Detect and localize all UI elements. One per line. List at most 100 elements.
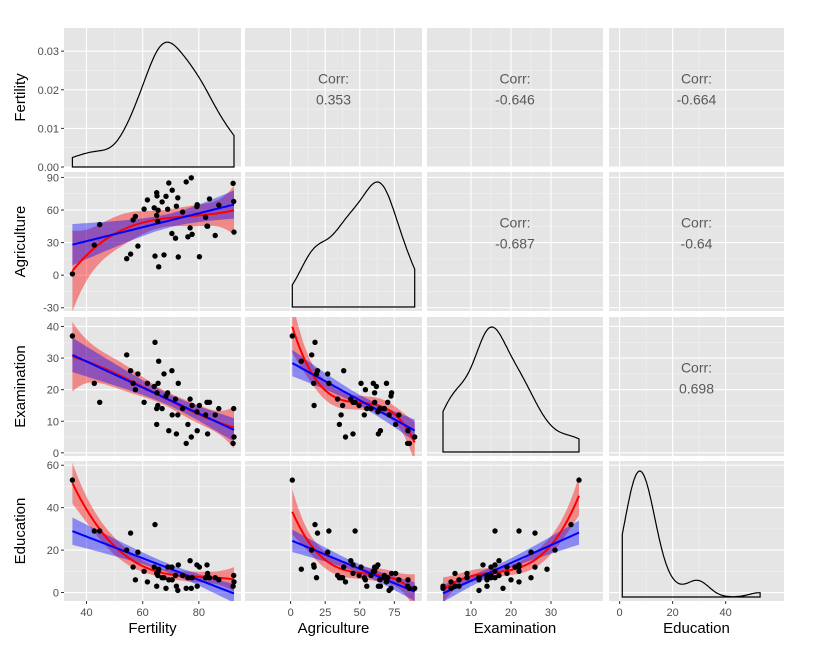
data-point bbox=[130, 380, 136, 386]
data-point bbox=[348, 558, 354, 564]
data-point bbox=[516, 562, 522, 568]
data-point bbox=[165, 564, 171, 570]
corr-label: Corr: bbox=[318, 71, 349, 87]
data-point bbox=[405, 577, 411, 583]
data-point bbox=[311, 402, 317, 409]
data-point bbox=[405, 428, 411, 434]
data-point bbox=[361, 412, 367, 418]
confidence-band-loess bbox=[72, 185, 234, 311]
data-point bbox=[204, 431, 211, 437]
x-tick-label: 10 bbox=[465, 607, 477, 619]
y-tick-label: 30 bbox=[47, 238, 59, 250]
data-point bbox=[484, 583, 490, 589]
panel-background bbox=[64, 28, 241, 167]
data-point bbox=[364, 405, 370, 412]
data-point bbox=[383, 579, 390, 585]
panel-examination-vs-education: Corr: 0.698 bbox=[609, 317, 784, 456]
data-point bbox=[169, 577, 175, 583]
data-point bbox=[212, 412, 218, 418]
data-point bbox=[154, 421, 160, 428]
data-point bbox=[135, 243, 141, 249]
data-point bbox=[512, 564, 518, 570]
density-curve-agriculture bbox=[291, 181, 416, 308]
data-point bbox=[492, 568, 498, 574]
data-point bbox=[368, 572, 374, 579]
data-point bbox=[169, 412, 175, 418]
x-tick-label: 40 bbox=[720, 607, 732, 619]
panel-education-vs-fertility bbox=[64, 461, 241, 601]
data-point bbox=[492, 562, 498, 568]
panel-examination-vs-examination bbox=[427, 317, 603, 456]
data-point bbox=[311, 562, 317, 568]
data-point bbox=[326, 380, 332, 386]
data-point bbox=[132, 387, 139, 393]
fit-line-loess bbox=[71, 209, 235, 272]
y-tick-label: 60 bbox=[47, 205, 59, 217]
axes-layer: 0.00 0.01 0.02 0.03 Fertility -30 0 30 60 90 Agric… bbox=[12, 46, 732, 637]
data-point bbox=[175, 254, 181, 260]
data-point bbox=[172, 235, 179, 241]
data-point bbox=[309, 547, 315, 553]
data-point bbox=[97, 528, 103, 534]
data-point bbox=[175, 562, 181, 568]
data-point bbox=[141, 568, 147, 574]
data-point bbox=[188, 175, 194, 181]
fit-line-linear bbox=[442, 531, 580, 595]
data-point bbox=[544, 566, 550, 572]
data-point bbox=[69, 271, 76, 277]
data-point bbox=[338, 412, 344, 418]
data-point bbox=[163, 193, 169, 199]
data-point bbox=[163, 393, 169, 399]
data-point bbox=[488, 564, 494, 570]
panel-education-vs-education bbox=[609, 461, 784, 601]
data-point bbox=[488, 575, 494, 581]
data-point bbox=[375, 562, 381, 568]
data-point bbox=[231, 434, 237, 440]
data-point bbox=[492, 528, 498, 534]
data-point bbox=[326, 528, 332, 534]
data-point bbox=[185, 234, 191, 240]
data-point bbox=[132, 213, 139, 220]
data-point bbox=[313, 575, 320, 581]
panel-examination-vs-agriculture bbox=[245, 317, 422, 456]
confidence-band-loess bbox=[292, 317, 415, 456]
y-axis-title-examination: Examination bbox=[12, 345, 29, 428]
corr-value-fertility-agriculture: 0.353 bbox=[316, 92, 351, 108]
data-point bbox=[231, 229, 237, 235]
data-point bbox=[372, 399, 378, 405]
x-tick-label: 0 bbox=[288, 607, 294, 619]
panel-background bbox=[427, 461, 603, 601]
corr-label: Corr: bbox=[681, 360, 712, 376]
data-point bbox=[124, 352, 130, 358]
data-point bbox=[154, 570, 160, 577]
panel-background bbox=[427, 172, 603, 311]
fit-line-linear bbox=[71, 354, 235, 431]
data-point bbox=[383, 380, 390, 386]
x-axis-title-agriculture: Agriculture bbox=[298, 620, 370, 637]
data-point bbox=[334, 572, 341, 579]
data-point bbox=[298, 566, 304, 572]
confidence-band-linear bbox=[72, 337, 235, 442]
y-tick-label: 0 bbox=[53, 448, 59, 460]
data-point bbox=[204, 570, 211, 577]
data-point bbox=[204, 562, 210, 568]
panel-agriculture-vs-agriculture bbox=[245, 172, 422, 311]
data-point bbox=[392, 570, 399, 577]
fit-line-linear bbox=[291, 362, 416, 432]
data-point bbox=[155, 207, 161, 213]
data-point bbox=[552, 547, 558, 553]
fit-line-linear bbox=[72, 203, 235, 246]
data-point bbox=[183, 440, 189, 447]
data-point bbox=[159, 405, 165, 412]
data-point bbox=[135, 371, 141, 377]
data-point bbox=[183, 179, 189, 185]
data-point bbox=[166, 180, 172, 186]
data-point bbox=[231, 198, 237, 205]
data-point bbox=[516, 528, 522, 534]
density-curve-education bbox=[621, 470, 761, 598]
x-tick-label: 25 bbox=[319, 607, 331, 619]
density-curve-fertility bbox=[71, 41, 235, 168]
data-point bbox=[375, 409, 381, 415]
data-point bbox=[298, 358, 304, 364]
data-point bbox=[163, 585, 169, 591]
